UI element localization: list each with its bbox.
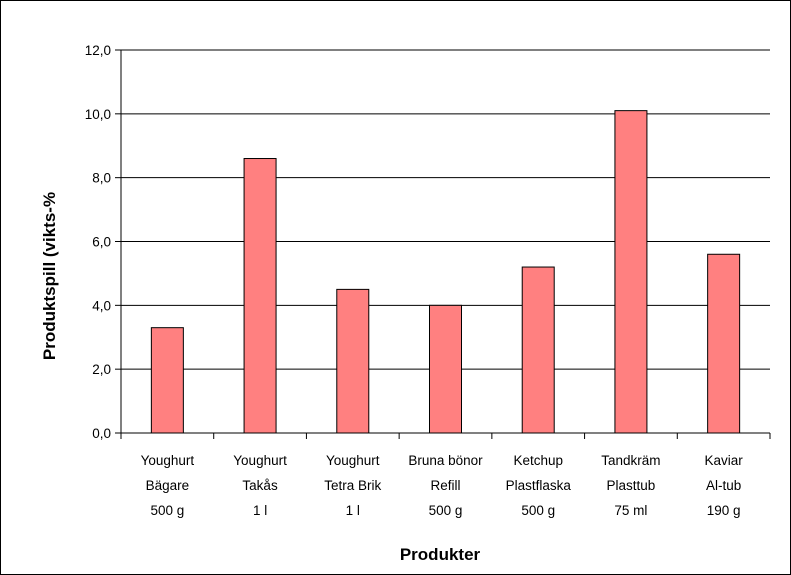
bar <box>336 288 370 434</box>
bar <box>521 266 555 434</box>
axes <box>115 49 771 439</box>
y-tick-label: 12,0 <box>85 43 111 58</box>
x-category-label: Youghurt <box>233 453 287 468</box>
x-category-label: Al-tub <box>706 478 741 493</box>
y-tick-label: 10,0 <box>85 107 111 122</box>
x-category-label: Plasttub <box>607 478 656 493</box>
bar <box>614 110 648 434</box>
y-tick-label: 4,0 <box>92 298 111 313</box>
bar <box>429 304 462 434</box>
y-tick-labels: 0,0 2,0 4,0 6,0 8,0 10,0 12,0 <box>85 43 111 441</box>
x-category-label: Refill <box>430 478 460 493</box>
x-category-label: Ketchup <box>513 453 563 468</box>
y-tick-label: 0,0 <box>92 426 111 441</box>
y-tick-label: 8,0 <box>92 171 111 186</box>
x-axis-title: Produkter <box>400 545 481 564</box>
x-category-label: 1 l <box>253 503 267 518</box>
y-axis-title: Produktspill (vikts-% <box>40 192 59 360</box>
y-tick-label: 2,0 <box>92 362 111 377</box>
x-category-label: 500 g <box>429 503 463 518</box>
bar <box>707 253 741 434</box>
x-category-label: 75 ml <box>614 503 647 518</box>
y-tick-label: 6,0 <box>92 235 111 250</box>
x-category-label: Kaviar <box>705 453 744 468</box>
x-category-label: Bruna bönor <box>408 453 483 468</box>
x-category-label: Bägare <box>146 478 190 493</box>
x-category-label: 1 l <box>346 503 360 518</box>
x-category-label: Plastflaska <box>506 478 572 493</box>
x-category-label: 190 g <box>707 503 741 518</box>
bar <box>150 327 184 434</box>
bars <box>150 110 741 434</box>
x-category-label: Takås <box>242 478 278 493</box>
x-category-label: 500 g <box>521 503 555 518</box>
x-category-label: 500 g <box>150 503 184 518</box>
x-category-label: Tandkräm <box>601 453 660 468</box>
x-category-label: Youghurt <box>326 453 380 468</box>
bar <box>243 158 277 434</box>
gridlines <box>121 49 770 370</box>
x-category-label: Tetra Brik <box>324 478 381 493</box>
x-category-labels: Youghurt Bägare 500 g Youghurt Takås 1 l Yough… <box>141 453 744 518</box>
x-category-label: Youghurt <box>141 453 195 468</box>
